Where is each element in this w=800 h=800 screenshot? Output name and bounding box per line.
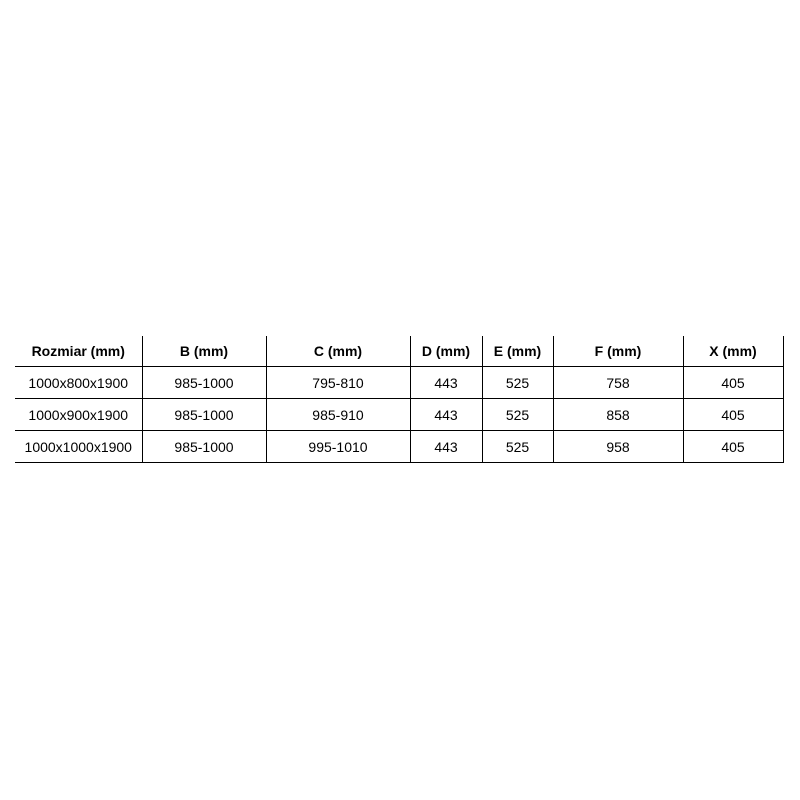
header-b: B (mm) <box>141 336 266 367</box>
table-row: 1000x800x1900 985-1000 795-810 443 525 7… <box>15 366 784 399</box>
cell-b: 985-1000 <box>141 430 266 463</box>
cell-size: 1000x1000x1900 <box>15 430 142 463</box>
header-f: F (mm) <box>552 336 683 367</box>
cell-x: 405 <box>682 366 784 399</box>
cell-x: 405 <box>682 430 784 463</box>
header-row: Rozmiar (mm) B (mm) C (mm) D (mm) E (mm)… <box>15 336 784 367</box>
cell-size: 1000x900x1900 <box>15 398 142 431</box>
cell-d: 443 <box>409 366 482 399</box>
header-c: C (mm) <box>265 336 410 367</box>
table-row: 1000x900x1900 985-1000 985-910 443 525 8… <box>15 398 784 431</box>
cell-f: 758 <box>552 366 683 399</box>
cell-x: 405 <box>682 398 784 431</box>
cell-e: 525 <box>481 430 553 463</box>
header-x: X (mm) <box>682 336 784 367</box>
header-e: E (mm) <box>481 336 553 367</box>
table-row: 1000x1000x1900 985-1000 995-1010 443 525… <box>15 430 784 463</box>
cell-f: 958 <box>552 430 683 463</box>
cell-c: 985-910 <box>265 398 410 431</box>
cell-d: 443 <box>409 430 482 463</box>
cell-e: 525 <box>481 366 553 399</box>
header-size: Rozmiar (mm) <box>15 336 142 367</box>
dimensions-table: Rozmiar (mm) B (mm) C (mm) D (mm) E (mm)… <box>15 336 784 463</box>
header-d: D (mm) <box>409 336 482 367</box>
cell-c: 995-1010 <box>265 430 410 463</box>
cell-d: 443 <box>409 398 482 431</box>
cell-b: 985-1000 <box>141 366 266 399</box>
cell-f: 858 <box>552 398 683 431</box>
cell-c: 795-810 <box>265 366 410 399</box>
cell-size: 1000x800x1900 <box>15 366 142 399</box>
cell-b: 985-1000 <box>141 398 266 431</box>
cell-e: 525 <box>481 398 553 431</box>
